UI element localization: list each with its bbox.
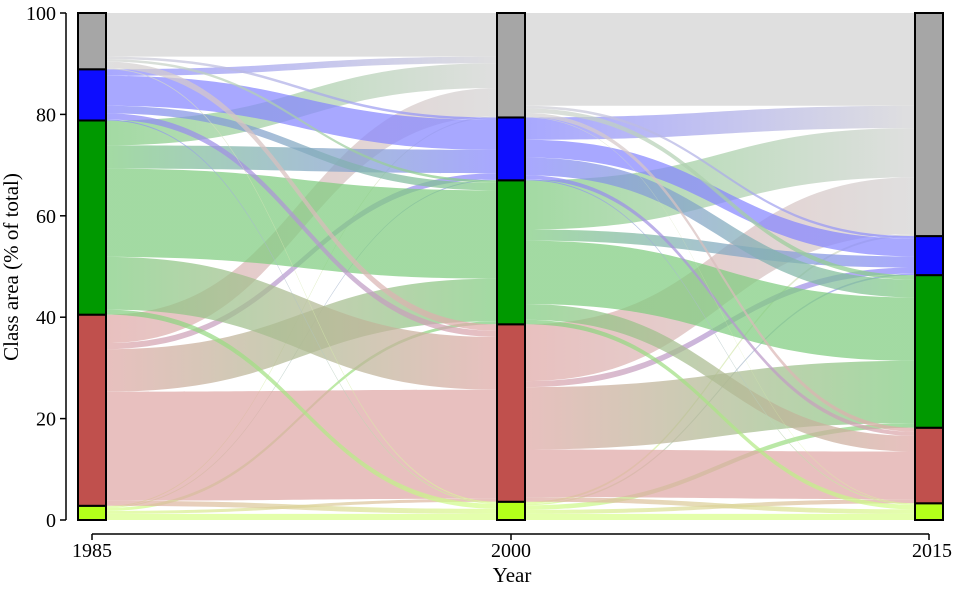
- bar-segment-2000-green: [496, 179, 526, 326]
- flow-1985-red-to-2000-red: [106, 389, 497, 501]
- flow-2000-gray-to-2015-green: [525, 108, 915, 280]
- bar-segment-2015-yellowgreen: [914, 502, 944, 522]
- bar-segment-2000-yellowgreen: [496, 500, 526, 521]
- x-tick-label: 2015: [912, 540, 952, 562]
- flow-1985-gray-to-2000-yellowgreen: [106, 68, 497, 503]
- x-tick-label: 2000: [491, 540, 531, 562]
- bar-segment-2015-blue: [914, 235, 944, 277]
- flow-2000-blue-to-2015-yellowgreen: [525, 179, 915, 505]
- flow-1985-blue-to-2000-gray: [106, 56, 497, 76]
- y-tick-label: 60: [36, 206, 56, 228]
- flow-1985-yellowgreen-to-2000-yellowgreen: [106, 513, 497, 520]
- flow-2000-yellowgreen-to-2015-gray: [525, 234, 915, 504]
- flow-2000-green-to-2015-red: [525, 304, 915, 452]
- flow-1985-gray-to-2000-blue: [106, 56, 497, 120]
- bar-segment-2000-gray: [496, 12, 526, 119]
- flow-2000-gray-to-2015-red: [525, 112, 915, 432]
- flow-1985-gray-to-2000-red: [106, 61, 497, 331]
- y-tick-label: 100: [26, 3, 56, 25]
- flow-1985-green-to-2000-blue: [106, 145, 497, 174]
- flow-2000-green-to-2015-yellowgreen: [525, 319, 915, 510]
- y-tick-label: 40: [36, 307, 56, 329]
- flow-2000-red-to-2015-yellowgreen: [525, 497, 915, 514]
- y-axis-title: Class area (% of total): [0, 173, 23, 361]
- bar-segment-1985-gray: [77, 12, 107, 71]
- flow-2000-red-to-2015-red: [525, 449, 915, 500]
- x-axis-title: Year: [493, 563, 532, 587]
- flow-1985-red-to-2000-yellowgreen: [106, 500, 497, 514]
- flow-1985-green-to-2000-yellowgreen: [106, 309, 497, 509]
- bar-segment-2015-gray: [914, 12, 944, 238]
- bar-segment-2015-red: [914, 426, 944, 505]
- bar-segment-2000-blue: [496, 116, 526, 182]
- bar-segment-1985-yellowgreen: [77, 504, 107, 521]
- bar-segment-2000-red: [496, 323, 526, 503]
- flow-1985-blue-to-2000-yellowgreen: [106, 119, 497, 504]
- bar-segment-1985-blue: [77, 68, 107, 122]
- flow-2000-blue-to-2015-red: [525, 175, 915, 436]
- y-tick-label: 80: [36, 104, 56, 126]
- flow-1985-green-to-2000-red: [106, 256, 497, 390]
- flow-2000-blue-to-2015-green: [525, 157, 915, 298]
- flow-2000-green-to-2015-green: [525, 240, 915, 361]
- flow-layer: [106, 13, 915, 520]
- flow-2000-yellowgreen-to-2015-yellowgreen: [525, 513, 915, 520]
- flow-1985-gray-to-2000-green: [106, 59, 497, 183]
- y-tick-label: 20: [36, 409, 56, 431]
- axes-layer: 0 20 40 60 80 100 1985 2000 2015: [26, 3, 952, 562]
- bar-layer: [77, 12, 944, 522]
- bar-segment-1985-red: [77, 313, 107, 507]
- flow-2000-red-to-2015-green: [525, 360, 915, 450]
- bar-segment-2015-green: [914, 274, 944, 429]
- flow-1985-gray-to-2000-gray: [106, 13, 497, 57]
- flow-1985-blue-to-2000-red: [106, 113, 497, 337]
- flow-1985-blue-to-2000-green: [106, 105, 497, 191]
- flow-2000-blue-to-2015-gray: [525, 105, 915, 140]
- bar-segment-1985-green: [77, 119, 107, 316]
- x-tick-label: 1985: [72, 540, 112, 562]
- flow-2000-blue-to-2015-blue: [525, 139, 915, 257]
- flow-2000-gray-to-2015-gray: [525, 13, 915, 106]
- y-tick-label: 0: [46, 510, 56, 532]
- flow-2000-gray-to-2015-yellowgreen: [525, 116, 915, 504]
- flow-2000-gray-to-2015-blue: [525, 105, 915, 239]
